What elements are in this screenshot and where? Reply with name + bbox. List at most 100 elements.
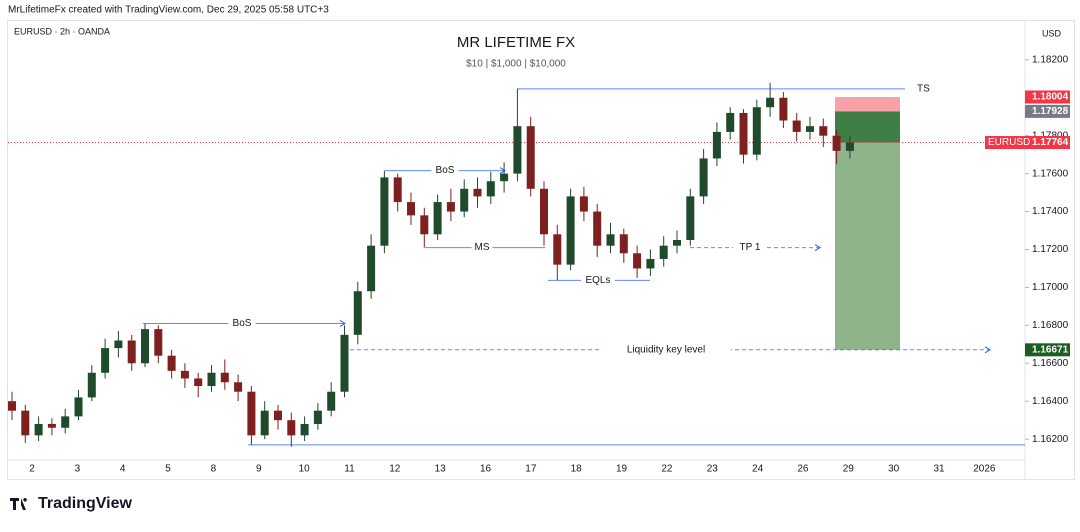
annotation-label: TP 1	[740, 242, 761, 253]
x-tick-label: 24	[752, 464, 764, 475]
candle-body	[287, 420, 296, 436]
candle-body	[832, 135, 841, 151]
x-tick-label: 17	[525, 464, 537, 475]
candle-body	[247, 391, 256, 436]
candle-body	[686, 196, 695, 240]
logo-text: TradingView	[38, 495, 133, 512]
x-tick-label: 9	[256, 464, 262, 475]
candle-body	[407, 202, 415, 216]
frame	[7, 20, 1075, 480]
arrow-head	[984, 346, 991, 354]
candle-body	[313, 410, 322, 424]
annotation-label-bg	[431, 164, 459, 177]
annotation-label-bg	[581, 274, 615, 287]
candle-body	[420, 215, 429, 235]
arrow-head	[814, 244, 821, 252]
symbol: EURUSD · 2h · OANDA	[14, 26, 110, 36]
x-tick-label: 26	[797, 464, 809, 475]
annotation-label: Liquidity key level	[627, 344, 705, 355]
candle-body	[540, 188, 548, 235]
chart-subtitle: $10 | $1,000 | $10,000	[466, 59, 566, 70]
candle-body	[114, 340, 123, 349]
x-tick-label: 5	[165, 464, 171, 475]
candle-body	[154, 329, 163, 356]
candle-body	[74, 397, 83, 417]
candle-body	[726, 112, 735, 132]
candle-body	[712, 131, 721, 159]
candle-body	[845, 142, 854, 151]
annotation-label: EQLs	[585, 275, 610, 286]
candle-body	[806, 126, 814, 132]
annotation-label: TS	[917, 83, 930, 94]
candle-body	[260, 410, 269, 436]
candle-body	[234, 382, 243, 392]
price-tag	[1025, 343, 1070, 357]
chart-title: MR LIFETIME FX	[457, 34, 575, 51]
candle-body	[526, 126, 535, 189]
candle-body	[34, 423, 43, 436]
candle-body	[633, 253, 642, 269]
candle-body	[8, 401, 16, 411]
y-tick-label: 1.16600	[1032, 358, 1069, 369]
price-tag-symbol: EURUSD	[988, 137, 1030, 148]
y-tick-label: 1.17800	[1032, 130, 1069, 141]
logo-icon	[10, 498, 27, 510]
candle-body	[699, 158, 708, 197]
candle-body	[353, 291, 362, 335]
candle-body	[327, 391, 336, 411]
y-tick-label: 1.17600	[1032, 168, 1069, 179]
x-tick-label: 18	[571, 464, 583, 475]
x-tick-label: 2	[29, 464, 35, 475]
candle-body	[500, 173, 509, 182]
candle-body	[739, 112, 748, 155]
stop-zone	[835, 97, 900, 112]
price-tag-label: 1.18004	[1032, 92, 1069, 103]
candle-body	[380, 177, 389, 246]
candle-body	[180, 370, 189, 379]
candle-body	[606, 234, 615, 246]
candle-body	[779, 97, 788, 121]
candle-body	[792, 120, 801, 132]
arrow-head	[339, 320, 346, 327]
candle-body	[207, 372, 216, 387]
price-tag	[1025, 90, 1070, 104]
y-tick-label: 1.16200	[1032, 434, 1069, 445]
candle-body	[619, 234, 628, 254]
candle-body	[21, 410, 30, 436]
arrow-head	[499, 167, 506, 175]
candle-body	[579, 196, 588, 212]
annotation-label: MS	[475, 242, 490, 253]
x-tick-label: 12	[389, 464, 401, 475]
x-tick-label: 10	[299, 464, 311, 475]
x-tick-label: 30	[888, 464, 900, 475]
annotation-label-bg	[471, 241, 493, 254]
candle-body	[194, 378, 203, 387]
candle-body	[553, 234, 562, 265]
candle-body	[819, 126, 828, 136]
candle-body	[340, 334, 349, 392]
x-tick-label: 3	[75, 464, 81, 475]
x-tick-label: 2026	[973, 464, 996, 475]
candle-body	[274, 410, 282, 421]
candle-body	[460, 188, 469, 212]
y-tick-label: 1.17200	[1032, 244, 1069, 255]
candle-body	[367, 245, 376, 292]
x-tick-label: 23	[707, 464, 719, 475]
y-tick-label: 1.18200	[1032, 54, 1069, 65]
attribution: MrLifetimeFx created with TradingView.co…	[8, 5, 329, 16]
price-tag-label: 1.17764	[1032, 137, 1069, 148]
candle-body	[61, 416, 70, 428]
candle-body	[566, 196, 575, 265]
candle-body	[87, 372, 96, 398]
candle-body	[167, 355, 176, 371]
candle-body	[593, 211, 602, 246]
candle-body	[393, 177, 402, 203]
currency: USD	[1042, 28, 1062, 38]
annotation-label: BoS	[233, 318, 252, 329]
annotation-label-bg	[228, 317, 256, 330]
candle-body	[673, 240, 681, 246]
price-tag	[1025, 104, 1070, 118]
logo: TradingView	[10, 495, 133, 512]
open-profit-zone	[835, 111, 900, 143]
candle-body	[47, 423, 56, 428]
